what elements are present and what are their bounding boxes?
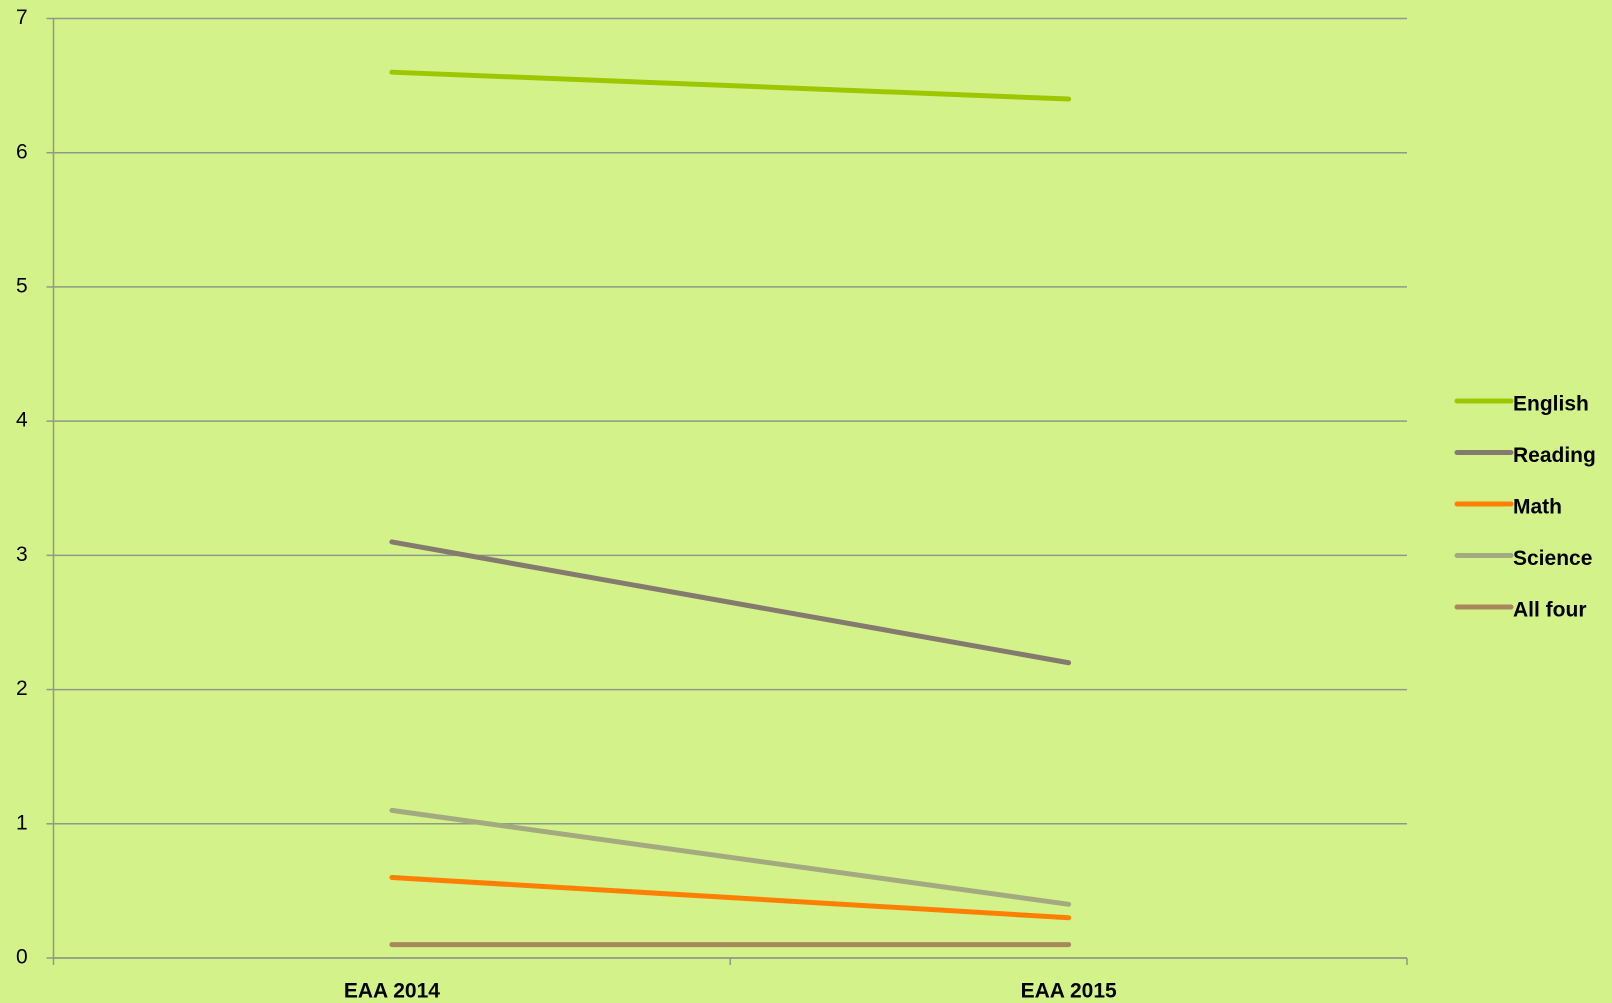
legend-label: Reading [1513, 444, 1596, 467]
legend-label: English [1513, 393, 1589, 416]
series-line [389, 874, 1072, 921]
x-tick-label: EAA 2014 [344, 980, 440, 1003]
y-tick-label: 2 [16, 677, 28, 700]
y-tick-label: 1 [16, 811, 28, 834]
legend-label: Science [1513, 547, 1592, 570]
legend-label: All four [1513, 599, 1587, 622]
y-tick-label: 3 [16, 543, 28, 566]
y-tick-label: 0 [16, 946, 28, 969]
y-tick-label: 6 [16, 140, 28, 163]
x-tick-label: EAA 2015 [1021, 980, 1117, 1003]
series-line [389, 807, 1072, 907]
y-tick-label: 7 [16, 6, 28, 29]
series-line [389, 539, 1072, 666]
series-line [389, 69, 1072, 102]
y-tick-label: 4 [16, 409, 28, 432]
legend-label: Math [1513, 496, 1562, 519]
y-tick-label: 5 [16, 274, 28, 297]
